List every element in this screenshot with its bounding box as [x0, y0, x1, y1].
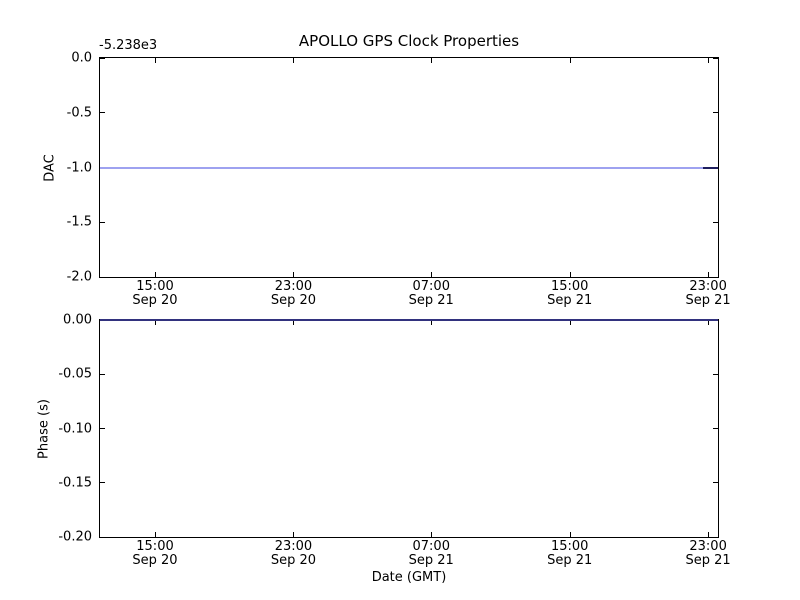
y-tick-label: -1.5: [66, 214, 92, 230]
series-line-phase: [100, 319, 718, 321]
y-axis-label: Phase (s): [36, 398, 52, 459]
y-axis-offset-text: -5.238e3: [99, 38, 158, 53]
x-tick-mark: [431, 532, 433, 537]
x-tick-mark: [155, 320, 156, 325]
x-tick-mark: [569, 320, 571, 325]
x-tick-mark: [569, 272, 571, 277]
x-tick-mark: [293, 532, 295, 537]
chart-title: APOLLO GPS Clock Properties: [298, 32, 520, 50]
y-tick-label: -1.0: [66, 160, 92, 175]
y-tick-label: 0.00: [63, 312, 92, 328]
series-line-dac-recent: [703, 166, 718, 169]
x-tick-mark: [708, 532, 710, 537]
y-tick-mark: [100, 536, 105, 538]
x-axis-label: Date (GMT): [371, 570, 447, 585]
y-tick-label: 0.0: [71, 50, 92, 66]
x-tick-mark: [708, 320, 710, 325]
x-tick-mark: [293, 320, 295, 325]
phase-axes: Phase (s) Date (GMT) 0.00 -0.05 -0.10 -0.15…: [37, 313, 731, 586]
y-tick-mark: [100, 428, 105, 429]
y-tick-mark: [713, 276, 718, 278]
y-tick-mark: [100, 57, 105, 59]
y-tick-label: -0.5: [66, 105, 92, 121]
y-tick-label: -2.0: [66, 269, 92, 285]
x-tick-mark: [431, 58, 433, 63]
y-tick-label: -0.20: [58, 529, 92, 545]
x-tick-label: 23:00 Sep 20: [270, 539, 317, 568]
x-tick-mark: [155, 272, 156, 277]
x-tick-mark: [155, 532, 156, 537]
x-tick-mark: [293, 272, 295, 277]
x-tick-label: 15:00 Sep 21: [547, 539, 593, 568]
y-tick-mark: [100, 276, 105, 278]
x-tick-label: 23:00 Sep 21: [685, 279, 731, 308]
x-tick-mark: [569, 58, 571, 63]
y-tick-mark: [100, 112, 105, 114]
y-tick-mark: [713, 536, 718, 538]
x-tick-mark: [155, 58, 156, 63]
y-tick-mark: [100, 482, 105, 484]
y-tick-mark: [713, 112, 718, 114]
dac-axes: APOLLO GPS Clock Properties -5.238e3 DAC…: [43, 32, 731, 308]
y-tick-label: -0.15: [58, 475, 92, 491]
x-tick-mark: [708, 272, 710, 277]
y-tick-mark: [713, 57, 718, 59]
x-tick-mark: [431, 320, 433, 325]
y-tick-mark: [100, 221, 105, 223]
y-tick-mark: [713, 373, 718, 375]
x-tick-label: 23:00 Sep 21: [685, 539, 731, 568]
y-tick-label: -0.10: [58, 421, 92, 436]
y-tick-label: -0.05: [58, 366, 92, 382]
x-tick-mark: [293, 58, 295, 63]
x-tick-label: 07:00 Sep 21: [408, 539, 454, 568]
y-axis-label: DAC: [42, 153, 58, 182]
x-tick-label: 15:00 Sep 20: [132, 539, 178, 568]
y-tick-mark: [713, 428, 718, 429]
x-tick-label: 15:00 Sep 21: [547, 279, 593, 308]
y-tick-mark: [100, 373, 105, 375]
x-tick-mark: [569, 532, 571, 537]
x-tick-label: 23:00 Sep 20: [270, 279, 317, 308]
series-line-dac-history: [100, 166, 718, 169]
x-tick-label: 07:00 Sep 21: [408, 279, 454, 308]
x-tick-mark: [708, 58, 710, 63]
y-tick-mark: [713, 221, 718, 223]
y-tick-mark: [713, 482, 718, 484]
x-tick-mark: [431, 272, 433, 277]
x-tick-label: 15:00 Sep 20: [132, 279, 178, 308]
